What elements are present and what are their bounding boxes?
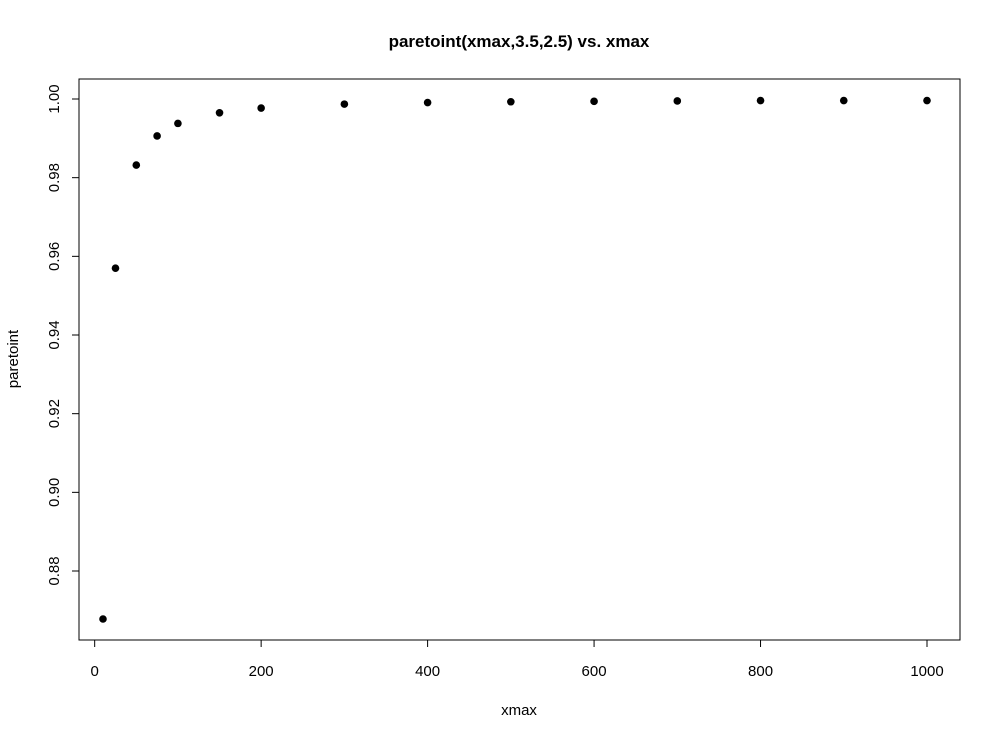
- data-point: [756, 96, 765, 105]
- y-axis: 0.88 0.90 0.92 0.94 0.96 0.98 1.00: [46, 84, 80, 586]
- data-point: [423, 98, 432, 107]
- data-point: [507, 97, 515, 106]
- y-tick-label: 0.92: [46, 399, 63, 428]
- x-axis-label: xmax: [501, 702, 537, 719]
- data-point: [673, 97, 682, 105]
- data-point: [132, 161, 141, 169]
- data-point: [340, 100, 349, 108]
- x-tick-label: 400: [415, 663, 440, 680]
- data-point: [590, 97, 598, 106]
- y-tick-label: 0.98: [46, 163, 63, 192]
- x-axis: 0 200 400 600 800 1000: [91, 639, 944, 680]
- data-point: [174, 119, 182, 128]
- data-point: [99, 615, 107, 623]
- x-tick-label: 800: [748, 663, 773, 680]
- data-point: [215, 108, 224, 117]
- data-point: [923, 96, 931, 105]
- data-points: [99, 96, 931, 623]
- y-tick-label: 0.90: [46, 478, 63, 507]
- data-point: [839, 96, 848, 105]
- y-tick-label: 0.94: [46, 320, 63, 349]
- y-tick-label: 0.88: [46, 556, 63, 585]
- y-tick-label: 1.00: [46, 84, 63, 113]
- x-tick-label: 1000: [910, 663, 943, 680]
- x-tick-label: 0: [91, 663, 99, 680]
- y-tick-label: 0.96: [46, 242, 63, 271]
- x-tick-label: 200: [249, 663, 274, 680]
- x-tick-label: 600: [582, 663, 607, 680]
- chart-title: paretoint(xmax,3.5,2.5) vs. xmax: [389, 32, 650, 51]
- plot-frame: [78, 78, 961, 641]
- data-point: [257, 104, 265, 112]
- y-axis-label: paretoint: [5, 329, 22, 388]
- data-point: [111, 264, 120, 272]
- data-point: [153, 132, 161, 140]
